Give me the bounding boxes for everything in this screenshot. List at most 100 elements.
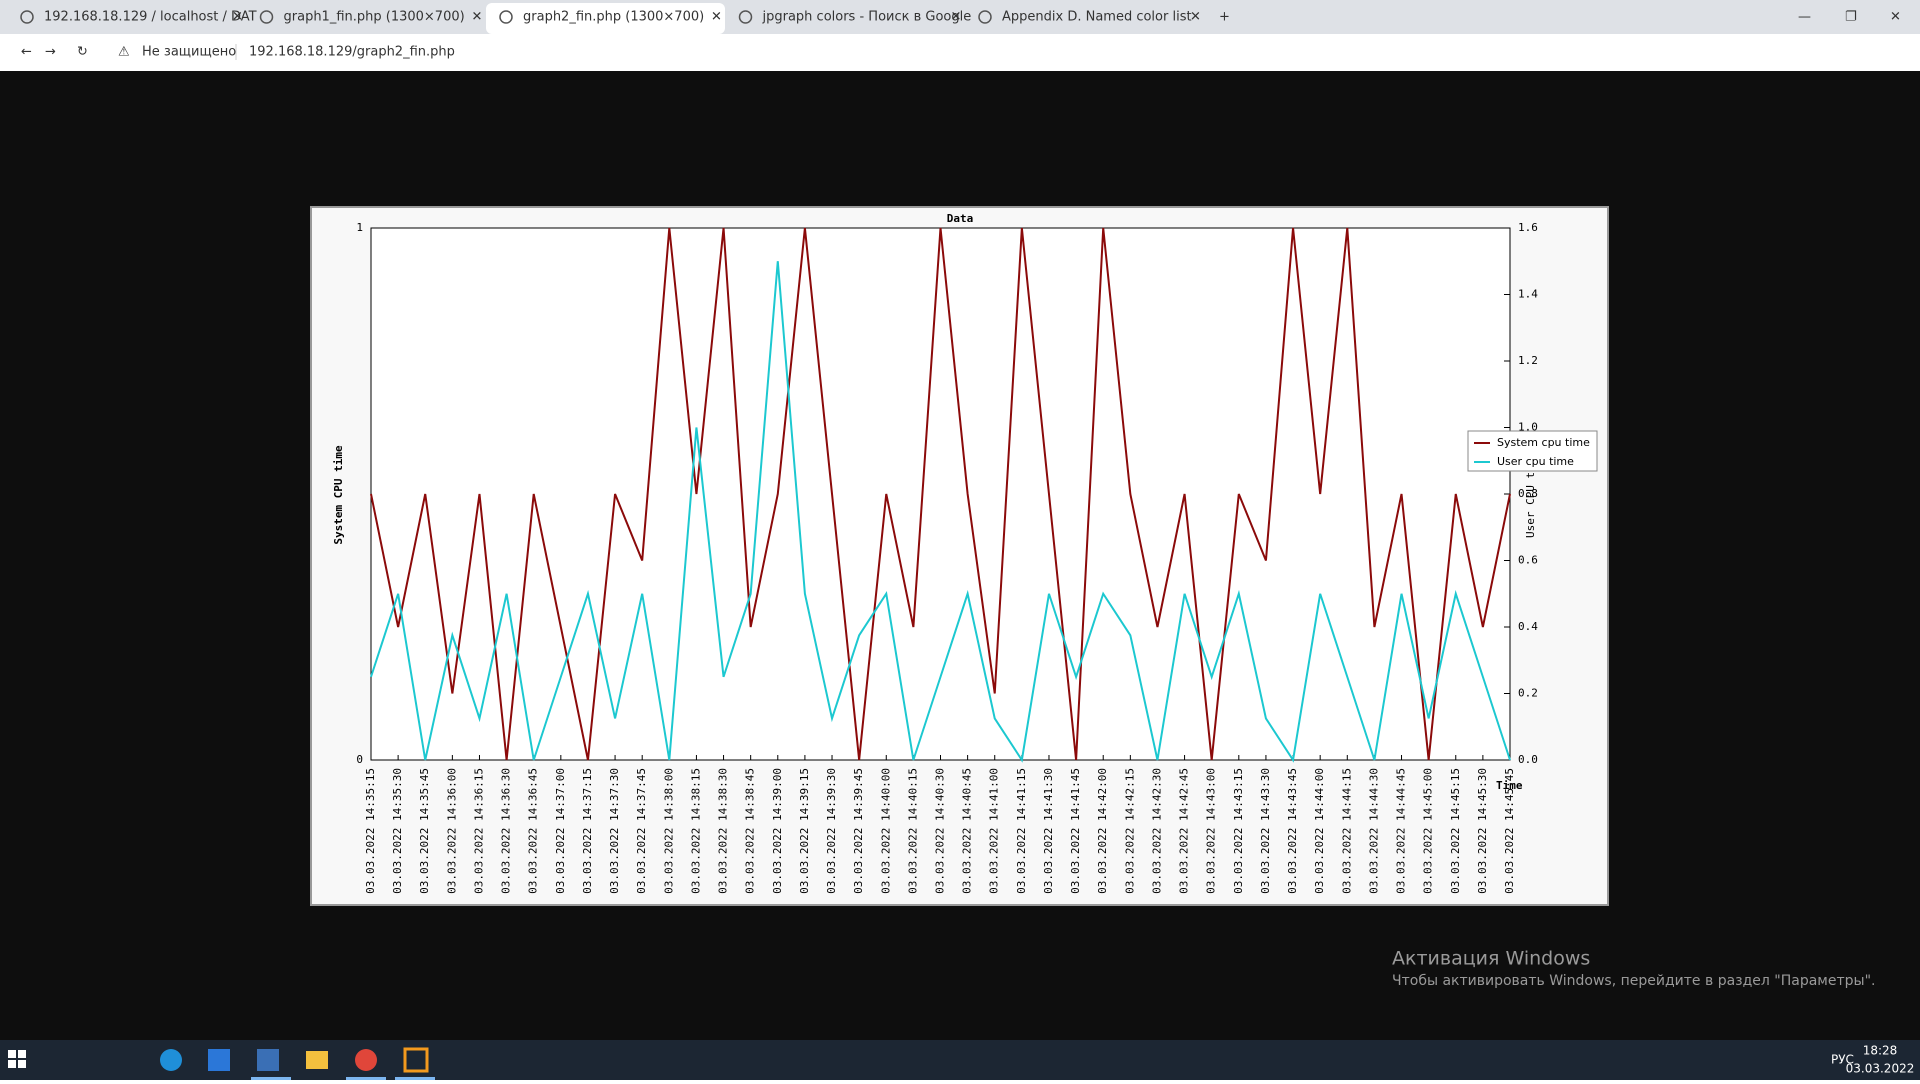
tab-favicon	[20, 10, 34, 24]
tab-title[interactable]: 192.168.18.129 / localhost / DAT	[44, 10, 257, 25]
x-tick-label: 03.03.2022 14:44:45	[1395, 768, 1408, 894]
x-tick-label: 03.03.2022 14:45:45	[1503, 768, 1516, 894]
warning-icon: ⚠	[118, 45, 130, 60]
x-tick-label: 03.03.2022 14:42:30	[1150, 768, 1163, 894]
close[interactable]: ✕	[1890, 10, 1901, 25]
x-tick-label: 03.03.2022 14:37:00	[554, 768, 567, 894]
tab-close[interactable]: ✕	[951, 10, 962, 25]
x-tick-label: 03.03.2022 14:40:00	[879, 768, 892, 894]
x-tick-label: 03.03.2022 14:39:15	[798, 768, 811, 894]
tab-title[interactable]: jpgraph colors - Поиск в Google	[762, 10, 972, 25]
y2-tick-label: 1.4	[1518, 288, 1538, 301]
running	[251, 1077, 291, 1080]
tab-favicon	[499, 10, 513, 24]
chrome-icon[interactable]	[355, 1049, 377, 1071]
start[interactable]	[8, 1050, 16, 1058]
tab-close[interactable]: ✕	[472, 10, 483, 25]
x-tick-label: 03.03.2022 14:37:30	[608, 768, 621, 894]
store-icon[interactable]	[208, 1049, 230, 1071]
x-tick-label: 03.03.2022 14:40:30	[934, 768, 947, 894]
back-button[interactable]: ←	[21, 45, 32, 60]
tab-strip	[0, 0, 1920, 34]
reload-button[interactable]: ↻	[77, 45, 88, 60]
x-tick-label: 03.03.2022 14:42:15	[1123, 768, 1136, 894]
x-tick-label: 03.03.2022 14:38:45	[744, 768, 757, 894]
url[interactable]: 192.168.18.129/graph2_fin.php	[249, 45, 455, 60]
x-tick-label: 03.03.2022 14:35:15	[364, 768, 377, 894]
y2-tick-label: 1.2	[1518, 354, 1538, 367]
vm-icon[interactable]	[403, 1047, 429, 1073]
tab-title[interactable]: Appendix D. Named color list	[1002, 10, 1192, 25]
x-tick-label: 03.03.2022 14:41:15	[1015, 768, 1028, 894]
x-tick-label: 03.03.2022 14:36:15	[472, 768, 485, 894]
app-icon[interactable]	[257, 1049, 279, 1071]
tab-favicon	[738, 10, 753, 24]
x-axis-label: Time	[1496, 779, 1523, 792]
y2-tick-label: 0.4	[1518, 620, 1538, 633]
y2-tick-label: 0.0	[1518, 753, 1538, 766]
data-line	[370, 261, 1511, 763]
x-tick-label: 03.03.2022 14:45:30	[1476, 768, 1489, 894]
y-axis-label: System CPU time	[332, 445, 345, 545]
clock-date[interactable]: 03.03.2022	[1846, 1062, 1915, 1076]
y-tick-label: 1	[356, 221, 363, 234]
x-tick-label: 03.03.2022 14:35:30	[391, 768, 404, 894]
tab-title[interactable]: graph2_fin.php (1300×700)	[523, 10, 704, 25]
x-tick-label: 03.03.2022 14:44:15	[1340, 768, 1353, 894]
clock-time[interactable]: 18:28	[1863, 1044, 1898, 1058]
y2-tick-label: 1.6	[1518, 221, 1538, 234]
tab-close[interactable]: ✕	[711, 10, 722, 25]
x-tick-label: 03.03.2022 14:37:45	[635, 768, 648, 894]
tab-title[interactable]: graph1_fin.php (1300×700)	[284, 10, 465, 25]
forward-button[interactable]: →	[45, 45, 56, 60]
active-tab[interactable]	[486, 3, 725, 34]
x-tick-label: 03.03.2022 14:45:00	[1422, 768, 1435, 894]
x-tick-label: 03.03.2022 14:38:30	[717, 768, 730, 894]
toolbar	[0, 34, 1920, 71]
x-tick-label: 03.03.2022 14:39:00	[771, 768, 784, 894]
x-tick-label: 03.03.2022 14:40:45	[961, 768, 974, 894]
x-tick-label: 03.03.2022 14:37:15	[581, 768, 594, 894]
start	[8, 1060, 16, 1068]
legend-label: User cpu time	[1497, 455, 1574, 468]
explorer-icon[interactable]	[306, 1051, 328, 1069]
minimize[interactable]: —	[1798, 10, 1811, 25]
chart-title: Data	[947, 212, 974, 225]
y2-axis-label: User CPU time	[1524, 452, 1537, 538]
language[interactable]: РУС	[1831, 1053, 1854, 1067]
tab-close[interactable]: ✕	[232, 10, 243, 25]
x-tick-label: 03.03.2022 14:45:15	[1449, 768, 1462, 894]
x-tick-label: 03.03.2022 14:36:45	[527, 768, 540, 894]
x-tick-label: 03.03.2022 14:41:45	[1069, 768, 1082, 894]
x-tick-label: 03.03.2022 14:41:30	[1042, 768, 1055, 894]
running	[395, 1077, 435, 1080]
x-tick-label: 03.03.2022 14:43:45	[1286, 768, 1299, 894]
tab-favicon	[259, 10, 274, 24]
tab-close[interactable]: ✕	[1190, 10, 1201, 25]
restore[interactable]: ❐	[1845, 10, 1857, 25]
activation-text: Чтобы активировать Windows, перейдите в …	[1392, 973, 1875, 989]
legend	[1467, 430, 1598, 472]
x-tick-label: 03.03.2022 14:36:30	[500, 768, 513, 894]
y2-tick-label: 1.0	[1518, 421, 1538, 434]
x-tick-label: 03.03.2022 14:43:00	[1205, 768, 1218, 894]
new-tab[interactable]: +	[1219, 10, 1230, 25]
data-line	[370, 227, 1511, 761]
x-tick-label: 03.03.2022 14:41:00	[988, 768, 1001, 894]
x-tick-label: 03.03.2022 14:43:15	[1232, 768, 1245, 894]
x-tick-label: 03.03.2022 14:39:45	[852, 768, 865, 894]
y2-tick-label: 0.2	[1518, 687, 1538, 700]
taskbar	[0, 1040, 1920, 1080]
y2-tick-label: 0.8	[1518, 487, 1538, 500]
x-tick-label: 03.03.2022 14:38:00	[662, 768, 675, 894]
y2-tick-label: 0.6	[1518, 554, 1538, 567]
security-label[interactable]: Не защищено	[142, 45, 236, 60]
start	[18, 1060, 26, 1068]
edge-icon[interactable]	[160, 1049, 182, 1071]
x-tick-label: 03.03.2022 14:39:30	[825, 768, 838, 894]
y-tick-label: 0	[356, 753, 363, 766]
x-tick-label: 03.03.2022 14:40:15	[906, 768, 919, 894]
tab-favicon	[978, 10, 992, 24]
x-tick-label: 03.03.2022 14:43:30	[1259, 768, 1272, 894]
